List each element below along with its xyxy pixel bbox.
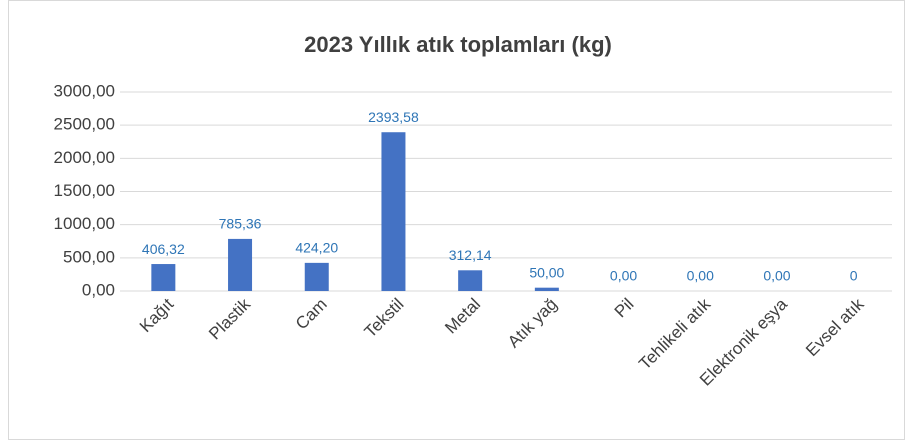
bar <box>304 262 329 291</box>
bar <box>458 270 483 291</box>
data-label: 0,00 <box>610 268 637 284</box>
y-tick-label: 0,00 <box>82 280 115 299</box>
data-label: 2393,58 <box>368 109 419 125</box>
y-tick-label: 1000,00 <box>54 214 115 233</box>
y-tick-label: 2000,00 <box>54 148 115 167</box>
data-label: 0,00 <box>763 268 790 284</box>
y-tick-label: 2500,00 <box>54 115 115 134</box>
y-tick-label: 500,00 <box>63 247 115 266</box>
y-tick-label: 1500,00 <box>54 181 115 200</box>
data-label: 312,14 <box>449 247 492 263</box>
data-label: 0 <box>850 268 858 284</box>
bar <box>151 264 176 291</box>
data-label: 0,00 <box>687 268 714 284</box>
chart-title: 2023 Yıllık atık toplamları (kg) <box>304 32 612 57</box>
data-label: 406,32 <box>142 241 185 257</box>
bar <box>228 238 253 291</box>
y-tick-label: 3000,00 <box>54 81 115 100</box>
data-label: 785,36 <box>219 216 262 232</box>
data-label: 50,00 <box>529 264 564 280</box>
data-label: 424,20 <box>295 240 338 256</box>
bar <box>381 132 406 291</box>
bar <box>534 287 559 291</box>
chart-border <box>8 0 905 440</box>
